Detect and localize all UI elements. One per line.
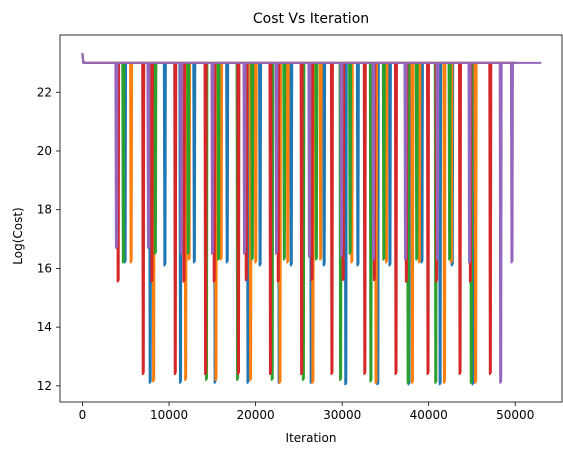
axes: 0 10000 20000 30000 40000 50000 12 14 16 18 20 22	[37, 34, 563, 422]
chart-title: Cost Vs Iteration	[253, 11, 369, 27]
x-tick-label: 0	[79, 408, 87, 422]
y-tick-label: 12	[37, 379, 52, 393]
y-tick-label: 14	[37, 320, 52, 334]
y-axis-label: Log(Cost)	[11, 207, 25, 264]
x-tick-label: 30000	[323, 408, 361, 422]
x-tick-label: 20000	[237, 408, 275, 422]
y-tick-label: 20	[37, 144, 52, 158]
y-tick-label: 16	[37, 261, 52, 275]
x-tick-label: 40000	[410, 408, 448, 422]
axes-frame	[59, 34, 563, 403]
y-tick-label: 22	[37, 85, 52, 99]
plot-area	[81, 52, 542, 386]
x-axis-label: Iteration	[286, 431, 337, 445]
x-tick-label: 10000	[150, 408, 188, 422]
series-line-5	[81, 52, 542, 384]
x-tick-label: 50000	[496, 408, 534, 422]
y-tick-label: 18	[37, 203, 52, 217]
